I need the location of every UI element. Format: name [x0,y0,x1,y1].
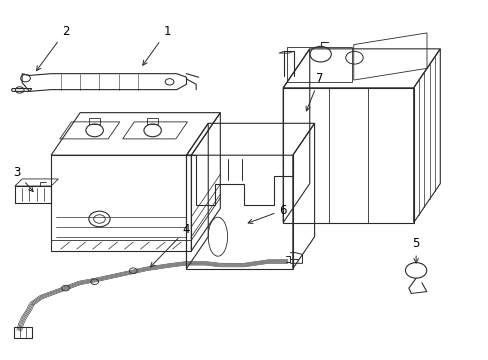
Text: 3: 3 [14,166,33,192]
Text: 6: 6 [247,204,286,224]
Text: 2: 2 [37,24,69,71]
Text: 5: 5 [411,237,419,263]
Text: 7: 7 [305,72,323,111]
Text: 4: 4 [150,223,190,267]
Text: 1: 1 [142,24,170,65]
